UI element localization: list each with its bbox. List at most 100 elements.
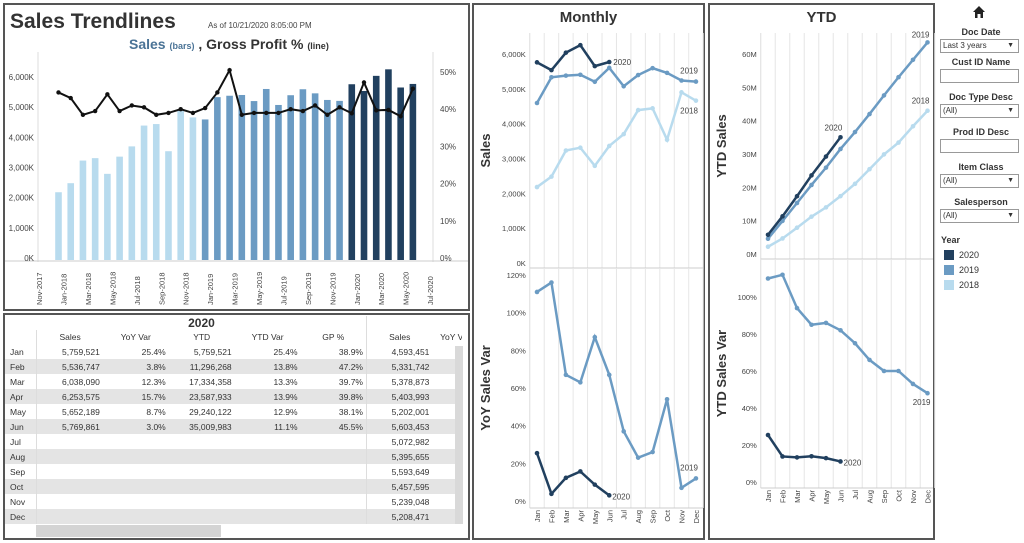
data-point-2018 <box>592 163 598 169</box>
x-tick-label: Oct <box>663 509 672 522</box>
x-tick-label: Jul-2019 <box>279 276 288 305</box>
chevron-down-icon: ▼ <box>1007 177 1014 184</box>
table-cell: 4,593,451 <box>391 346 430 357</box>
sales-bar <box>152 124 160 260</box>
table-cell: 5,331,742 <box>366 359 433 374</box>
gp-point <box>312 103 318 108</box>
table-cell: 5,759,521 <box>193 346 232 357</box>
series-label-2020: 2020 <box>825 123 843 132</box>
table-cell: 6 <box>432 389 462 404</box>
table-vertical-scrollbar[interactable] <box>455 346 463 524</box>
filter-input-prod-id-desc[interactable] <box>940 139 1019 153</box>
filter-label-prod-id-desc: Prod ID Desc <box>952 127 1010 137</box>
row-month: Jun <box>5 419 38 434</box>
y-tick-label: 6,000K <box>502 50 526 59</box>
table-row: Apr 6,253,575 15.7% 23,587,933 13.9% 39.8% 5,4… <box>5 389 462 404</box>
table-cell: 38.1% <box>300 404 367 419</box>
data-point-2020 <box>823 154 829 159</box>
sales-bar <box>67 183 75 260</box>
gp-point <box>337 105 342 110</box>
gp-point <box>264 110 269 116</box>
filter-dropdown-doc-date[interactable]: Last 3 years ▼ <box>940 39 1019 53</box>
data-point-2020 <box>794 193 800 199</box>
table-cell <box>168 509 235 524</box>
legend-item-2019[interactable]: 2019 <box>944 265 979 275</box>
chevron-down-icon: ▼ <box>1007 212 1014 219</box>
table-cell <box>300 509 367 524</box>
data-point-2020 <box>780 214 785 219</box>
table-cell: 5,208,471 <box>366 509 433 524</box>
y-tick-label: 80% <box>742 330 757 339</box>
data-point-2020 <box>534 450 540 456</box>
row-month: Dec <box>5 509 38 524</box>
sales-bar <box>55 192 62 260</box>
table-row: Mar 6,038,090 12.3% 17,334,358 13.3% 39.7% 5,3… <box>5 374 462 389</box>
table-horizontal-scrollbar[interactable] <box>36 525 221 537</box>
data-point-2018 <box>881 152 887 157</box>
gp-point <box>349 111 354 116</box>
series-line-2018 <box>767 109 929 248</box>
x-tick-label: Dec <box>692 510 701 524</box>
legend-item-2020[interactable]: 2020 <box>944 250 979 260</box>
table-row: Jun 5,769,861 3.0% 35,009,983 11.1% 45.5% 5,60… <box>5 419 462 434</box>
table-cell: 29,240,122 <box>189 406 232 417</box>
table-cell: 5 <box>432 479 462 494</box>
ytd-title: YTD <box>806 9 837 26</box>
y-tick-label: 40% <box>511 422 526 431</box>
data-point-2019 <box>925 40 930 45</box>
sales-bar <box>360 90 368 260</box>
x-tick-label: Jun <box>837 490 846 502</box>
series-line-2018 <box>536 90 697 189</box>
data-point-2019 <box>794 200 800 206</box>
column-header: Sales <box>59 332 81 342</box>
data-point-2019 <box>549 280 554 285</box>
filter-dropdown-doc-type-desc[interactable]: (All) ▼ <box>940 104 1019 118</box>
data-point-2020 <box>578 42 583 48</box>
filter-input-cust-id-name[interactable] <box>940 69 1019 83</box>
table-cell: 25.4% <box>141 346 166 357</box>
table-cell <box>234 449 301 464</box>
table-cell: 12.3% <box>141 376 166 387</box>
table-cell: 45.5% <box>300 419 367 434</box>
sales-bar <box>128 146 136 260</box>
gp-point <box>288 107 293 112</box>
x-tick-label: Apr <box>808 489 817 501</box>
table-row: Nov 5,239,048 <box>5 494 462 509</box>
row-month: Oct <box>5 479 38 494</box>
subtitle-sales: Sales <box>129 36 166 52</box>
series-line-2019 <box>767 41 929 240</box>
x-tick-label: Mar-2019 <box>231 273 240 305</box>
filter-dropdown-salesperson[interactable]: (All) ▼ <box>940 209 1019 223</box>
home-icon[interactable] <box>972 5 986 19</box>
data-point-2019 <box>578 380 583 385</box>
subtitle-gp: Gross Profit % <box>206 36 304 52</box>
table-cell: 23,587,933 <box>168 389 235 404</box>
subtitle-comma: , <box>198 36 203 52</box>
series-label-2020: 2020 <box>844 458 862 467</box>
y2-tick-label: 10% <box>440 217 456 226</box>
dashboard-title: Sales Trendlines <box>10 10 176 33</box>
series-line-2020 <box>766 434 841 463</box>
data-point-2019 <box>852 129 858 135</box>
row-month: Aug <box>5 449 38 464</box>
filter-dropdown-item-class[interactable]: (All) ▼ <box>940 174 1019 188</box>
gp-point <box>154 112 159 117</box>
data-point-2019 <box>765 236 771 241</box>
column-header: YoY Var <box>120 332 151 342</box>
table-cell: 15.7% <box>102 389 169 404</box>
x-tick-label: Jan <box>764 490 773 502</box>
sales-bar <box>299 89 307 260</box>
gp-point <box>141 105 147 110</box>
table-cell: 11,296,268 <box>168 359 235 374</box>
data-point-2019 <box>910 57 916 63</box>
legend-title: Year <box>941 235 961 245</box>
y-tick-label: 50M <box>742 83 757 92</box>
sales-bar <box>275 104 282 260</box>
table-row: May 5,652,189 8.7% 29,240,122 12.9% 38.1% 5,20… <box>5 404 462 419</box>
legend-item-2018[interactable]: 2018 <box>944 280 979 290</box>
x-tick-label: Nov-2018 <box>182 272 191 305</box>
data-point-2019 <box>621 429 626 434</box>
y-tick-label: 1,000K <box>9 224 35 233</box>
y2-tick-label: 20% <box>440 180 456 189</box>
